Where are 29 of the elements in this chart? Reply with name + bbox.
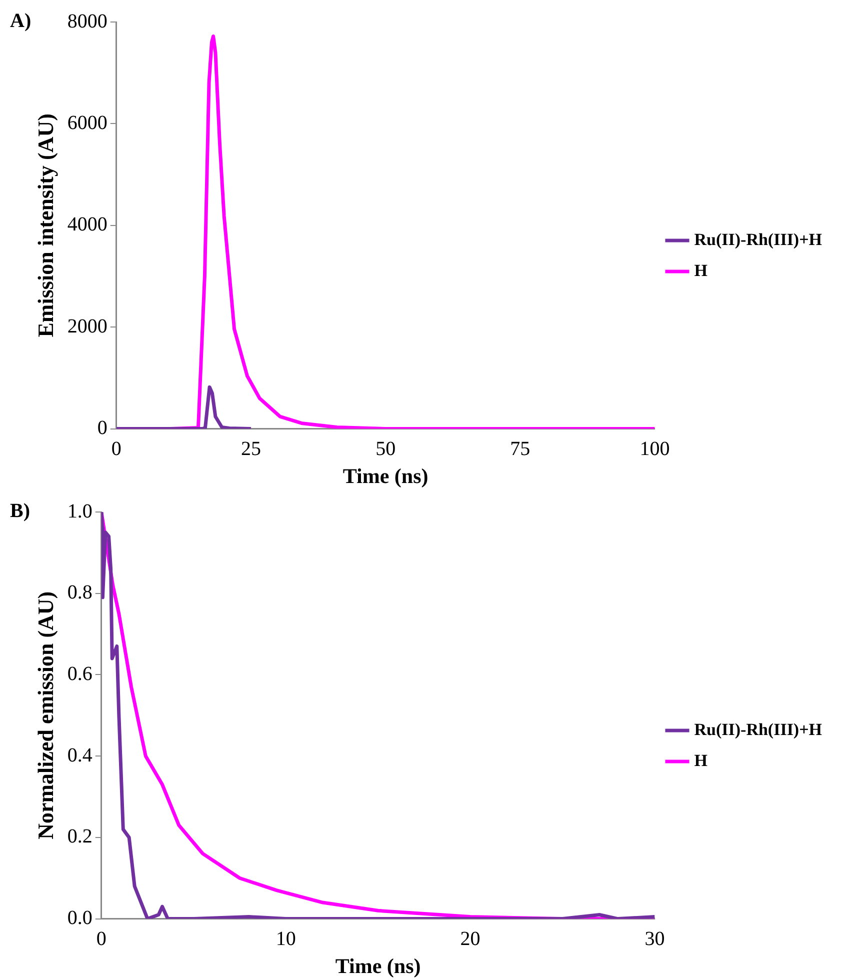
legend-label: Ru(II)-Rh(III)+H <box>694 720 822 739</box>
y-tick-label: 6000 <box>67 112 108 134</box>
legend-label: H <box>694 750 708 770</box>
text: B) <box>10 500 30 522</box>
x-tick-label: 0 <box>111 438 122 460</box>
x-tick-label: 50 <box>376 438 396 460</box>
x-axis-title: Time (ns) <box>342 464 428 488</box>
x-tick-label: 100 <box>640 438 670 460</box>
x-tick-label: 20 <box>460 928 480 950</box>
x-tick-label: 75 <box>510 438 530 460</box>
y-tick-label: 2000 <box>67 315 108 338</box>
y-tick-label: 4000 <box>67 214 108 236</box>
x-tick-label: 10 <box>276 928 296 950</box>
y-tick-label: 0.2 <box>67 826 92 848</box>
y-tick-label: 0.8 <box>67 582 92 604</box>
x-axis-title: Time (ns) <box>335 954 421 978</box>
y-axis-title: Normalized emission (AU) <box>32 591 58 840</box>
y-axis-title: Emission intensity (AU) <box>32 114 58 338</box>
legend-label: H <box>694 260 708 280</box>
y-tick-label: 0.4 <box>67 744 92 766</box>
legend-label: Ru(II)-Rh(III)+H <box>694 230 822 249</box>
text: A) <box>10 10 32 32</box>
y-tick-label: 8000 <box>67 10 108 32</box>
y-tick-label: 0.6 <box>67 662 92 685</box>
y-tick-label: 0 <box>97 417 108 440</box>
x-tick-label: 30 <box>644 928 665 950</box>
x-tick-label: 25 <box>240 438 261 460</box>
y-tick-label: 1.0 <box>67 500 92 522</box>
y-tick-label: 0.0 <box>67 907 92 930</box>
